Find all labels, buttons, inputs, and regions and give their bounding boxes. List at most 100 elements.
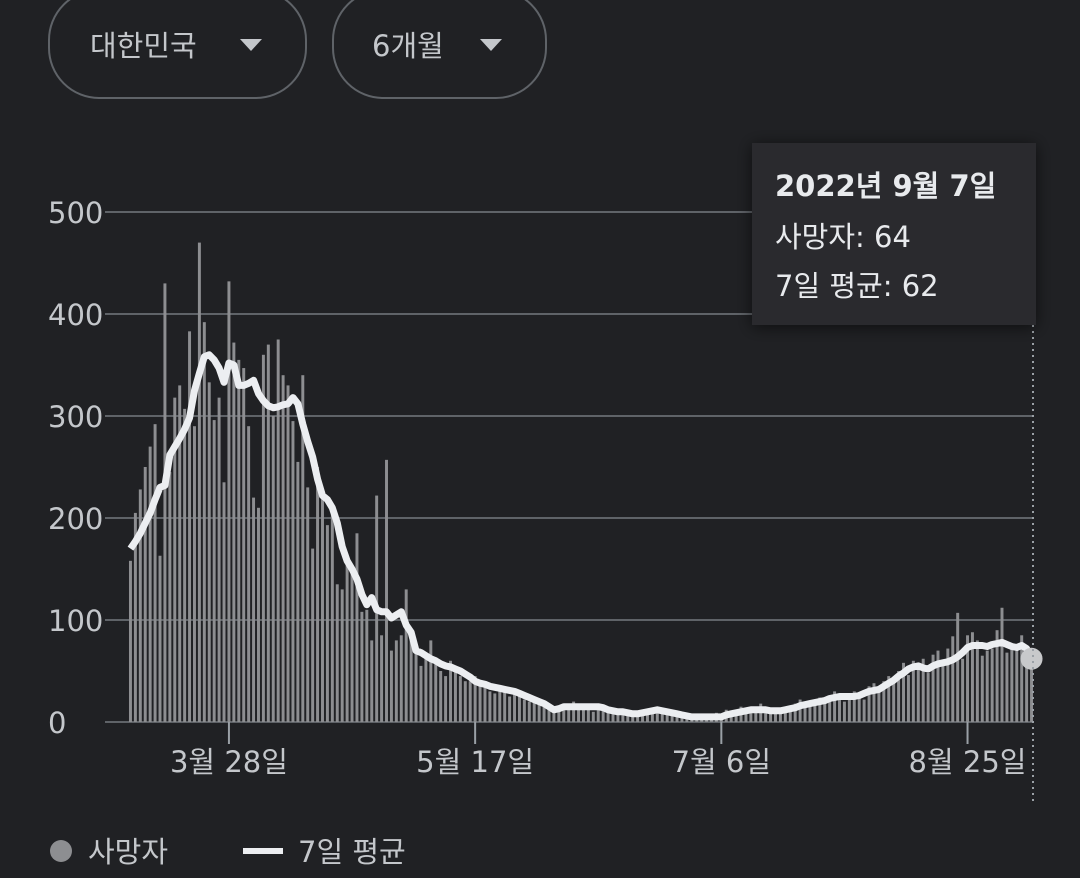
bar — [847, 697, 851, 722]
bar — [212, 420, 216, 722]
bar — [744, 709, 748, 722]
bar — [449, 660, 452, 722]
bar — [503, 689, 507, 722]
legend: 사망자 7일 평균 — [50, 835, 406, 869]
bar — [867, 686, 871, 722]
bar — [931, 654, 935, 722]
bar — [803, 706, 807, 722]
bar — [552, 711, 556, 722]
bar — [385, 459, 388, 722]
bar — [1005, 652, 1009, 722]
bar — [468, 681, 472, 722]
bar — [197, 242, 201, 722]
bar — [271, 416, 275, 722]
bar — [655, 707, 659, 722]
bar — [429, 640, 433, 722]
bar — [340, 589, 344, 722]
bar — [921, 658, 925, 722]
bar — [202, 322, 206, 722]
bar — [508, 696, 512, 722]
y-tick-label: 300 — [48, 400, 103, 434]
bar — [217, 397, 221, 722]
bar — [527, 701, 531, 722]
legend-label: 사망자 — [88, 835, 168, 869]
bar — [242, 368, 246, 722]
bar — [665, 713, 669, 722]
dropdown-arrow[interactable] — [240, 39, 262, 51]
bar — [897, 671, 901, 722]
bar — [330, 512, 334, 722]
bar — [424, 655, 428, 722]
bar — [143, 467, 147, 722]
bar — [178, 385, 182, 722]
y-tick-label: 500 — [48, 196, 103, 230]
bar — [990, 648, 994, 722]
bar — [345, 558, 349, 722]
bar — [621, 711, 625, 722]
bar — [636, 715, 640, 722]
bar — [453, 665, 457, 722]
bar — [616, 709, 620, 722]
bar — [581, 706, 585, 722]
legend-marker — [50, 840, 72, 862]
bar — [1010, 645, 1014, 722]
bar — [813, 701, 817, 722]
bar — [586, 709, 590, 722]
bar — [645, 711, 649, 722]
filter-country[interactable]: 대한민국 — [48, 0, 307, 99]
bar — [961, 658, 965, 722]
x-tick-label: 5월 17일 — [416, 745, 534, 779]
bar — [252, 497, 256, 722]
bar — [852, 691, 856, 722]
bar — [257, 507, 260, 722]
bar — [975, 640, 979, 722]
bar — [542, 706, 546, 722]
bar — [261, 354, 265, 722]
bar — [311, 548, 315, 722]
bar — [916, 665, 920, 722]
bar — [517, 693, 521, 722]
bar — [828, 699, 832, 722]
bar — [734, 711, 738, 722]
bar — [764, 709, 768, 722]
bar — [808, 703, 812, 722]
bar — [276, 339, 280, 722]
bar — [153, 424, 157, 722]
dropdown-label[interactable]: 6개월 — [372, 29, 444, 63]
bar — [833, 691, 837, 722]
tooltip-line: 사망자: 64 — [775, 220, 911, 254]
bar — [670, 711, 674, 722]
bar — [222, 482, 226, 722]
dropdown-label[interactable]: 대한민국 — [90, 29, 197, 63]
bar — [183, 408, 187, 722]
bar — [985, 650, 989, 722]
tooltip-box — [752, 143, 1036, 325]
bar — [956, 612, 960, 722]
bar — [1030, 656, 1034, 722]
bar — [207, 382, 211, 722]
bar — [591, 711, 595, 722]
dropdown-border[interactable] — [332, 0, 547, 99]
bar — [774, 708, 777, 722]
bar — [567, 709, 571, 722]
bar — [148, 446, 152, 722]
bar — [631, 713, 635, 722]
filter-period[interactable]: 6개월 — [332, 0, 547, 99]
bar — [409, 630, 413, 722]
bar — [478, 683, 482, 722]
bar — [247, 426, 251, 722]
bar — [1025, 665, 1029, 722]
bar — [941, 665, 945, 722]
dropdown-arrow[interactable] — [480, 39, 502, 51]
bar — [926, 673, 930, 722]
bar — [946, 648, 950, 722]
bar — [488, 691, 492, 722]
dropdown-border[interactable] — [48, 0, 307, 99]
bar — [906, 675, 910, 722]
bar — [281, 375, 285, 722]
x-tick-label: 7월 6일 — [672, 745, 771, 779]
bar — [911, 660, 915, 722]
bar — [128, 560, 132, 722]
bar — [522, 699, 526, 722]
bar — [783, 706, 787, 722]
